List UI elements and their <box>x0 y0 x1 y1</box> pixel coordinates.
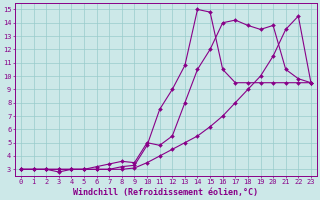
X-axis label: Windchill (Refroidissement éolien,°C): Windchill (Refroidissement éolien,°C) <box>74 188 259 197</box>
